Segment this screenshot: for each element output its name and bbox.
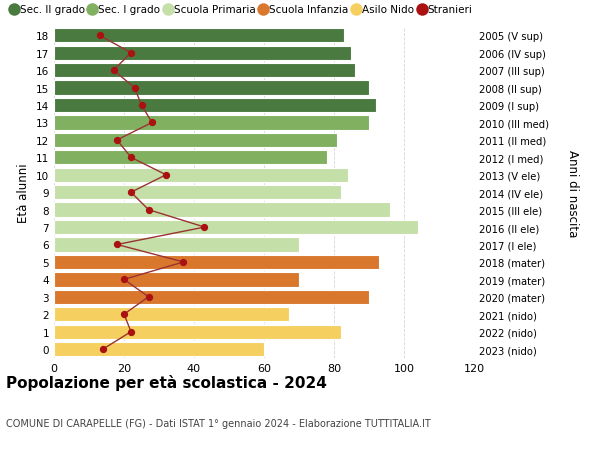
Bar: [54, 116, 369, 130]
Bar: [54, 168, 348, 183]
Point: [109, 67, 118, 75]
Bar: [54, 325, 341, 339]
Bar: [54, 151, 327, 165]
Point: [112, 137, 122, 144]
Point: [112, 241, 122, 249]
Bar: [54, 99, 376, 113]
Point: [179, 259, 188, 266]
Legend: Sec. II grado, Sec. I grado, Scuola Primaria, Scuola Infanzia, Asilo Nido, Stran: Sec. II grado, Sec. I grado, Scuola Prim…: [11, 5, 472, 15]
Point: [144, 207, 154, 214]
Text: COMUNE DI CARAPELLE (FG) - Dati ISTAT 1° gennaio 2024 - Elaborazione TUTTITALIA.: COMUNE DI CARAPELLE (FG) - Dati ISTAT 1°…: [6, 418, 431, 428]
Point: [126, 328, 136, 336]
Bar: [54, 238, 299, 252]
Y-axis label: Anni di nascita: Anni di nascita: [566, 149, 578, 236]
Point: [126, 154, 136, 162]
Bar: [54, 203, 390, 217]
Point: [130, 85, 139, 92]
Bar: [54, 29, 344, 43]
Bar: [54, 185, 341, 200]
Bar: [54, 220, 418, 235]
Point: [119, 311, 129, 318]
Point: [200, 224, 209, 231]
Bar: [54, 64, 355, 78]
Bar: [54, 81, 369, 95]
Point: [144, 293, 154, 301]
Point: [147, 119, 157, 127]
Bar: [54, 273, 299, 287]
Point: [126, 189, 136, 196]
Point: [95, 33, 104, 40]
Bar: [54, 255, 379, 269]
Point: [126, 50, 136, 57]
Bar: [54, 134, 337, 148]
Point: [119, 276, 129, 283]
Bar: [54, 290, 369, 304]
Bar: [54, 308, 289, 322]
Point: [161, 172, 171, 179]
Point: [98, 346, 108, 353]
Y-axis label: Età alunni: Età alunni: [17, 163, 31, 223]
Bar: [54, 342, 264, 357]
Point: [137, 102, 146, 110]
Bar: [54, 46, 352, 61]
Text: Popolazione per età scolastica - 2024: Popolazione per età scolastica - 2024: [6, 374, 327, 390]
